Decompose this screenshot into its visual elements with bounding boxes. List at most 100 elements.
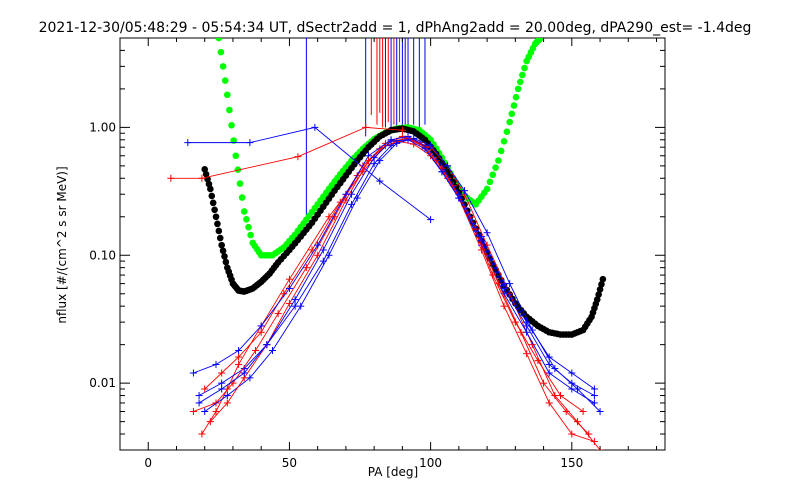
- black-curve-point: [599, 275, 607, 283]
- blue-plus-marker: [370, 154, 378, 162]
- plot-area-frame: [119, 37, 666, 451]
- blue-plus-marker: [404, 136, 412, 144]
- green-curve-point: [508, 110, 516, 118]
- blue-plus-marker: [483, 229, 491, 237]
- blue-plus-marker: [291, 296, 299, 304]
- blue-plus-marker: [325, 251, 333, 259]
- red-plus-marker: [198, 430, 206, 438]
- green-curve-point: [486, 178, 494, 186]
- red-plus-marker: [189, 408, 197, 416]
- green-curve-point: [243, 216, 250, 223]
- red-plus-marker: [540, 379, 548, 387]
- blue-plus-marker: [590, 392, 598, 400]
- blue-plus-marker: [376, 177, 384, 185]
- red-series-line-10: [210, 137, 595, 442]
- black-curve-point: [222, 258, 230, 266]
- red-series-line-8: [204, 135, 590, 435]
- red-plus-marker: [198, 174, 206, 182]
- blue-plus-marker: [568, 379, 576, 387]
- red-plus-marker: [573, 418, 581, 426]
- blue-plus-marker: [212, 360, 220, 368]
- black-curve-point: [596, 286, 604, 293]
- black-curve-point: [219, 247, 227, 255]
- red-plus-marker: [517, 328, 525, 336]
- red-series-line-4: [201, 139, 601, 450]
- x-axis-label: PA [deg]: [368, 465, 418, 479]
- blue-plus-marker: [195, 399, 203, 407]
- red-plus-marker: [235, 353, 243, 361]
- blue-plus-marker: [545, 369, 553, 377]
- green-curve-point: [215, 38, 223, 42]
- green-curve-point: [240, 208, 248, 215]
- blue-plus-marker: [461, 187, 469, 195]
- chart-title: 2021-12-30/05:48:29 - 05:54:34 UT, dSect…: [39, 20, 752, 36]
- red-series-line-6: [193, 140, 584, 412]
- red-plus-marker: [545, 399, 553, 407]
- green-curve-point: [245, 223, 252, 231]
- red-plus-marker: [274, 310, 282, 318]
- blue-plus-marker: [370, 160, 378, 168]
- blue-plus-marker: [218, 385, 226, 393]
- green-curve-point: [500, 138, 508, 145]
- blue-series-line-9: [193, 135, 595, 390]
- red-plus-marker: [167, 174, 175, 182]
- blue-plus-marker: [189, 369, 197, 377]
- green-curve-point: [217, 48, 225, 56]
- red-plus-marker: [562, 408, 570, 416]
- black-curve-point: [209, 199, 217, 207]
- blue-plus-marker: [257, 322, 265, 330]
- green-curve-point: [492, 164, 499, 171]
- blue-plus-marker: [545, 353, 553, 361]
- blue-plus-marker: [201, 408, 209, 416]
- green-curve-point: [516, 78, 524, 86]
- y-tick-label: 0.01: [89, 376, 116, 390]
- blue-plus-marker: [319, 246, 327, 254]
- green-curve-point: [236, 180, 244, 187]
- red-plus-marker: [364, 157, 372, 165]
- red-plus-marker: [585, 430, 593, 438]
- blue-plus-marker: [268, 346, 276, 354]
- blue-plus-marker: [240, 369, 248, 377]
- y-tick-label: 1.00: [89, 120, 116, 134]
- red-plus-marker: [235, 360, 243, 368]
- blue-plus-marker: [246, 139, 254, 147]
- green-curve-point: [503, 128, 511, 136]
- blue-plus-marker: [523, 322, 531, 330]
- blue-plus-marker: [545, 360, 553, 368]
- red-plus-marker: [223, 399, 231, 407]
- green-curve-point: [230, 137, 237, 144]
- blue-plus-marker: [438, 168, 446, 176]
- red-plus-marker: [534, 357, 542, 365]
- red-plus-marker: [206, 418, 214, 426]
- y-axis-label: nflux [#/(cm^2 s sr MeV)]: [55, 166, 69, 323]
- green-curve-point: [226, 106, 233, 114]
- green-curve-point: [512, 93, 520, 101]
- blue-plus-marker: [500, 284, 508, 292]
- blue-plus-marker: [311, 123, 319, 131]
- red-plus-marker: [557, 392, 565, 400]
- red-plus-marker: [212, 399, 220, 407]
- black-curve-point: [218, 241, 225, 249]
- red-plus-marker: [579, 408, 587, 416]
- black-curve-point: [211, 206, 218, 214]
- green-curve-point: [224, 91, 231, 99]
- green-curve-point: [219, 63, 227, 70]
- blue-plus-marker: [455, 194, 463, 202]
- x-tick-label: 0: [144, 456, 152, 470]
- black-curve-point: [208, 192, 216, 200]
- green-curve-point: [510, 102, 518, 109]
- red-plus-marker: [218, 369, 226, 377]
- blue-plus-marker: [427, 216, 435, 224]
- red-plus-marker: [398, 126, 406, 134]
- green-curve-point: [537, 38, 545, 42]
- red-plus-marker: [285, 299, 293, 307]
- red-plus-marker: [212, 408, 220, 416]
- red-plus-marker: [362, 123, 370, 131]
- blue-plus-marker: [218, 379, 226, 387]
- red-plus-marker: [590, 437, 598, 445]
- red-plus-marker: [302, 264, 310, 272]
- black-curve-point: [221, 253, 228, 260]
- blue-plus-marker: [568, 369, 576, 377]
- green-curve-point: [228, 121, 235, 129]
- green-curve-point: [238, 194, 246, 201]
